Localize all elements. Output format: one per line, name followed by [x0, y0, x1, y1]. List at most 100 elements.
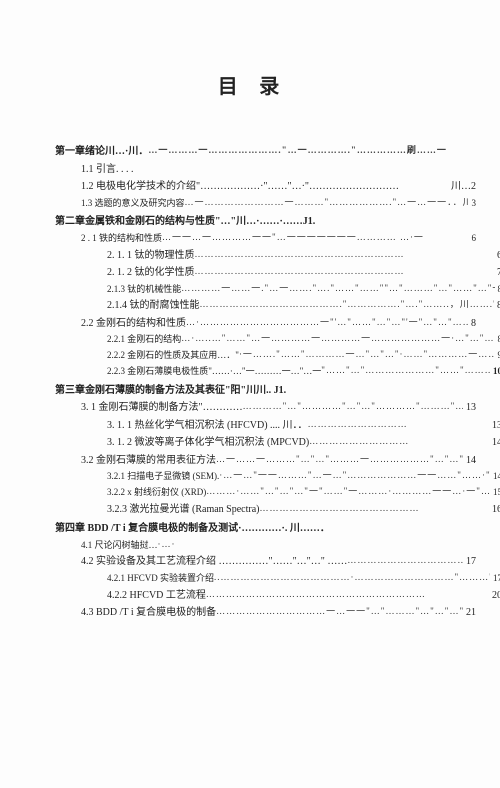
toc-entry: 2. 1. 2 钛的化学性质………………………………………………………7 [107, 264, 500, 282]
toc-entry: 3.2.3 激光拉曼光谱 (Raman Spectra) ……………………………… [107, 501, 500, 519]
toc-page-number: 川…2 [448, 178, 476, 196]
toc-label: 1.3 选题的意义及研究内容 [81, 196, 185, 212]
toc-entry: 2.1.3 钛的机械性能…………一……一."…一……."…."……"……""…"… [107, 282, 500, 298]
toc-page-number: 14 [489, 434, 500, 452]
toc-page-number: 7 [494, 264, 500, 282]
toc-page-number: 17 [490, 571, 500, 587]
toc-leader: …一………一…………………."…一…………."……………刷……一…·…" . [148, 143, 447, 159]
toc-entry: 3. 1. 1 热丝化学气相沉积法 (HFCVD) .... 川．．………………… [107, 417, 500, 435]
toc-page-number: 15 [490, 485, 500, 501]
toc-leader: …一一…一…………一一"…一一一一一一一………… …·一 [162, 231, 468, 246]
toc-entry: 3. 1. 2 微波等离子体化学气相沉积法 (MPCVD) …………………………… [107, 434, 500, 452]
toc-entry: 2. 1. 1 钛的物理性质………………………………………………………6 [107, 247, 500, 265]
toc-entry: 2.2.1 金刚石的结构…·…..…"……"…一…………一…………一………………… [107, 332, 500, 348]
toc-entry: 3. 1 金刚石薄膜的制备方法"……………………"…"…………"…"…"…………… [81, 399, 476, 417]
toc-label: 2 . 1 铁的结构和性质 [81, 231, 162, 247]
toc-leader: ……………………………………………………… [195, 247, 495, 263]
toc-page-number: 17 [463, 553, 476, 571]
toc-page-number: 6 [469, 231, 477, 247]
toc-entry: 4.2.1 HFCVD 实验装置介绍..…………………………………·………………… [107, 571, 500, 587]
toc-leader: ………………………… [308, 417, 489, 433]
toc-label: 2. 1. 2 钛的化学性质 [107, 264, 195, 282]
toc-entry: 3.2.2 x 射线衍射仪 (XRD)………·……"…"…"…"一"……"一……… [107, 485, 500, 501]
toc-page-number: 21 [463, 604, 476, 622]
toc-leader: ………………………………………………………… [206, 587, 489, 603]
toc-leader: ………·……"…"…"…"一"……"一………·…………一一…·一"…"一…"…"… [206, 485, 490, 500]
toc-leader: ………………………… [309, 434, 489, 450]
toc-page-number: 9 [495, 348, 500, 364]
toc-label: 2.1.4 钛的耐腐蚀性能 [107, 297, 200, 315]
toc-page-number: 8 [468, 315, 476, 333]
toc-label: 第三章金刚石薄膜的制备方法及其表征"阳"川川.. J1. [55, 382, 286, 400]
toc-leader: "……"…"…………………"……"………"…"一………一 [321, 364, 490, 379]
toc-title: 目 录 [55, 70, 450, 99]
toc-label: 2.2.3 金刚石薄膜电极性质"……·…"一………一…"…一 [107, 364, 321, 380]
toc-label: 3.2.2 x 射线衍射仪 (XRD) [107, 485, 206, 501]
toc-label: 2.2 金刚石的结构和性质 [81, 315, 186, 333]
toc-label: 2. 1. 1 钛的物理性质 [107, 247, 195, 265]
toc-leader: ·…· [158, 538, 473, 553]
toc-page-number: 16 [489, 501, 500, 519]
toc-leader: ·一……."……"…………一…"…"…"·……"…………一……"…·…….川. … [239, 348, 495, 363]
toc-leader: …………"…"…………"…"…"…………"………"…"…·………· [243, 399, 463, 415]
toc-leader: ……………………………一…一一"…"………"…"…"…"……·一…· [216, 604, 463, 620]
toc-entry: 第三章金刚石薄膜的制备方法及其表征"阳"川川.. J1. [55, 382, 450, 400]
toc-entry: 4.2 实验设备及其工艺流程介绍 ……………"……"…"…" ………………………… [81, 553, 476, 571]
toc-leader: ……………………………………."……………."…."……..，川……."………. [200, 297, 495, 313]
toc-leader: ……………………………… [347, 553, 463, 569]
toc-label: 2.2.1 金刚石的结构 [107, 332, 181, 348]
toc-entry: 2.2 金刚石的结构和性质…·………………………………一"'…"……"…"…"'… [81, 315, 476, 333]
toc-page-number: 13 [463, 399, 476, 417]
toc-page-number: 20 [489, 587, 500, 605]
toc-label: 第四章 BDD /T i 复合膜电极的制备及测试·…………·. 川……． [55, 520, 330, 538]
toc-leader: …一……………………一………"………………."…一…一一．．川．．J1．．． [185, 196, 469, 211]
toc-page-number: 14 [490, 469, 500, 485]
toc-page-number: 8 [494, 297, 500, 315]
toc-label: 4.2.1 HFCVD 实验装置介绍 [107, 571, 214, 587]
toc-entry: 2.1.4 钛的耐腐蚀性能……………………………………."……………."…."…… [107, 297, 500, 315]
toc-page-number: 8 [495, 282, 500, 298]
toc-entry: 2.2.2 金刚石的性质及其应用…．"·一……."……"…………一…"…"…"·… [107, 348, 500, 364]
toc-leader: …一……一………"…"…"………一………………"…"…"…"…………… [216, 452, 463, 468]
toc-entry: 4.3 BDD /T i 复合膜电极的制备……………………………一…一一"…"…… [81, 604, 476, 622]
toc-leader: …·…..…"……"…一…………一…………一…………………一·…"…"…"'一…… [181, 332, 494, 347]
toc-leader: ·…一…"一一………"…一…"…………………一一……"……·" [219, 469, 490, 484]
toc-entry: 2.2.3 金刚石薄膜电极性质"……·…"一………一…"…一"……"…"…………… [107, 364, 500, 380]
toc-entry: 第四章 BDD /T i 复合膜电极的制备及测试·…………·. 川……． [55, 520, 450, 538]
toc-entry: 3.2 金刚石薄膜的常用表征方法…一……一………"…"…"………一………………"… [81, 452, 476, 470]
toc-leader: ……………………………………………………… [195, 264, 495, 280]
toc-entry: 4.2.2 HFCVD 工艺流程…………………………………………………………20 [107, 587, 500, 605]
toc-page-number: 8 [495, 332, 500, 348]
toc-page-number: 13 [489, 417, 500, 435]
toc-label: 4.3 BDD /T i 复合膜电极的制备 [81, 604, 216, 622]
toc-label: 3. 1. 2 微波等离子体化学气相沉积法 (MPCVD) [107, 434, 309, 452]
toc-page: 目 录 第一章绪论川…·川．…一………一…………………."…一…………."………… [0, 0, 500, 788]
toc-label: 3.2 金刚石薄膜的常用表征方法 [81, 452, 216, 470]
toc-label: 1.2 电极电化学技术的介绍"………………·"……"…·"……………………… [81, 178, 399, 196]
toc-entry: 2 . 1 铁的结构和性质…一一…一…………一一"…一一一一一一一………… …·… [81, 231, 476, 247]
toc-label: 4.2.2 HFCVD 工艺流程 [107, 587, 206, 605]
toc-leader: ………………………………………… [259, 501, 489, 517]
toc-entry: 4.1 尺论闪树轴挝…·…· [81, 538, 476, 554]
toc-entry: 1.3 选题的意义及研究内容…一……………………一………"………………."…一…… [81, 196, 476, 212]
toc-label: 第一章绪论川…·川． [55, 143, 148, 161]
toc-entry: 1.1 引言. . . . [81, 161, 476, 179]
toc-page-number: 14 [463, 452, 476, 470]
toc-leader: …………一……一."…一……."…."……"……""…"………"…"……"…"一… [181, 282, 494, 297]
toc-label: 3.2.1 扫描电子显微镜 (SEM). [107, 469, 219, 485]
toc-page-number: 6 [494, 247, 500, 265]
toc-label: 2.2.2 金刚石的性质及其应用…．" [107, 348, 239, 364]
toc-label: 2.1.3 钛的机械性能 [107, 282, 181, 298]
toc-label: 3. 1. 1 热丝化学气相沉积法 (HFCVD) .... 川．． [107, 417, 308, 435]
toc-label: 4.2 实验设备及其工艺流程介绍 ……………"……"…"…" …… [81, 553, 347, 571]
toc-entry: 第二章金属铁和金刚石的结构与性质"…"川…·……·……J1. [55, 213, 450, 231]
toc-body: 第一章绪论川…·川．…一………一…………………."…一…………."……………刷…… [55, 143, 450, 622]
toc-entry: 1.2 电极电化学技术的介绍"………………·"……"…·"……………………… 川…… [81, 178, 476, 196]
toc-page-number: 10 [490, 364, 500, 380]
toc-entry: 3.2.1 扫描电子显微镜 (SEM). ·…一…"一一………"…一…"…………… [107, 469, 500, 485]
toc-label: 4.1 尺论闪树轴挝… [81, 538, 158, 554]
toc-leader: ..…………………………………·…………………………"………"…"…"…"…"…… [214, 571, 490, 586]
toc-label: 1.1 引言. . . . [81, 161, 134, 179]
toc-entry: 第一章绪论川…·川．…一………一…………………."…一…………."……………刷…… [55, 143, 450, 161]
toc-page-number: 3 [469, 196, 477, 212]
